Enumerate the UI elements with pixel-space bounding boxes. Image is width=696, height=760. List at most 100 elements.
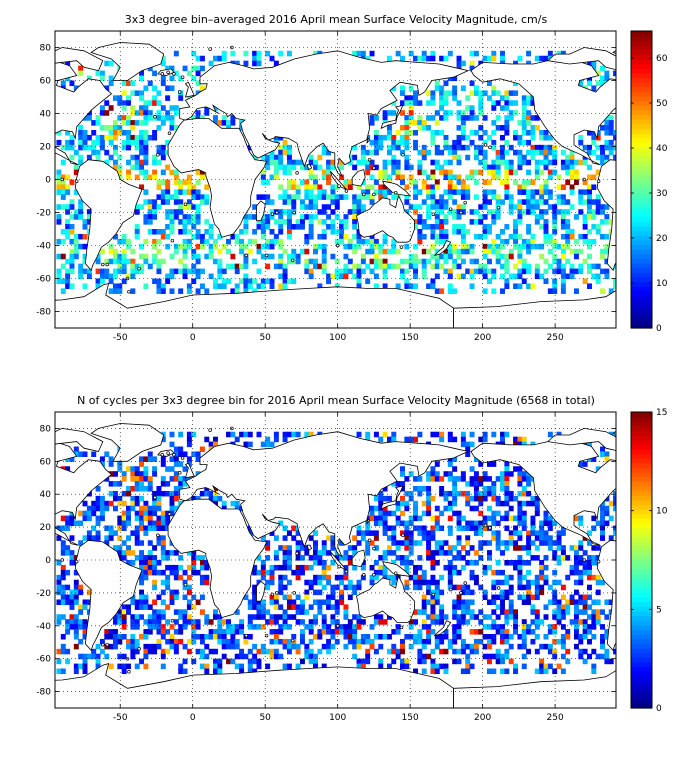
heatmap-cell — [482, 486, 488, 492]
heatmap-cell — [156, 258, 162, 265]
heatmap-cell — [299, 629, 305, 635]
heatmap-cell — [352, 194, 358, 200]
heatmap-cell — [486, 555, 492, 561]
heatmap-cell — [443, 139, 449, 146]
heatmap-cell — [530, 520, 536, 527]
heatmap-cell — [530, 604, 536, 610]
heatmap-cell — [347, 159, 353, 166]
heatmap-cell — [530, 115, 536, 121]
heatmap-cell — [604, 268, 610, 275]
heatmap-cell — [582, 238, 588, 245]
heatmap-cell — [317, 634, 323, 640]
heatmap-cell — [360, 159, 366, 166]
heatmap-cell — [78, 65, 84, 72]
heatmap-cell — [447, 243, 453, 250]
heatmap-cell — [143, 525, 149, 531]
heatmap-cell — [91, 653, 97, 660]
heatmap-cell — [430, 50, 436, 57]
coastline — [55, 441, 113, 546]
heatmap-cell — [252, 55, 258, 62]
heatmap-cell — [478, 90, 484, 96]
heatmap-cell — [417, 584, 423, 591]
heatmap-cell — [604, 233, 610, 240]
heatmap-cell — [417, 431, 423, 438]
heatmap-cell — [465, 589, 471, 596]
heatmap-cell — [517, 55, 523, 62]
heatmap-cell — [356, 204, 362, 210]
heatmap-cell — [278, 253, 284, 260]
heatmap-cell — [521, 486, 527, 492]
heatmap-cell — [447, 110, 453, 116]
heatmap-cell — [478, 268, 484, 275]
heatmap-cell — [534, 214, 540, 220]
colorbar-segment — [631, 300, 652, 306]
heatmap-cell — [486, 653, 492, 660]
heatmap-cell — [269, 629, 275, 635]
heatmap-cell — [208, 490, 214, 497]
heatmap-cell — [134, 144, 140, 151]
heatmap-cell — [165, 466, 171, 472]
heatmap-cell — [178, 555, 184, 561]
heatmap-cell — [352, 545, 358, 551]
heatmap-cell — [504, 253, 510, 260]
heatmap-cell — [534, 510, 540, 517]
heatmap-cell — [456, 614, 462, 620]
heatmap-cell — [73, 520, 79, 527]
heatmap-cell — [234, 629, 240, 635]
heatmap-cell — [117, 525, 123, 531]
heatmap-cell — [313, 204, 318, 210]
heatmap-cell — [313, 199, 318, 205]
heatmap-cell — [521, 663, 527, 670]
heatmap-cell — [330, 229, 336, 235]
heatmap-cell — [560, 194, 566, 200]
heatmap-cell — [547, 149, 553, 156]
heatmap-cell — [513, 204, 519, 210]
heatmap-cell — [352, 589, 358, 596]
heatmap-cell — [278, 574, 284, 581]
heatmap-cell — [160, 648, 166, 655]
heatmap-cell — [613, 431, 616, 438]
heatmap-cell — [330, 164, 336, 171]
heatmap-cell — [373, 283, 379, 289]
heatmap-cell — [156, 248, 162, 255]
heatmap-cell — [117, 495, 123, 502]
heatmap-cell — [582, 594, 588, 601]
heatmap-cell — [165, 233, 171, 240]
heatmap-cell — [182, 229, 188, 235]
heatmap-cell — [199, 268, 205, 275]
heatmap-cell — [373, 115, 379, 121]
heatmap-cell — [82, 144, 88, 151]
heatmap-cell — [178, 219, 184, 225]
heatmap-cell — [173, 169, 179, 176]
heatmap-cell — [160, 179, 166, 186]
heatmap-cell — [439, 510, 445, 517]
heatmap-cell — [521, 179, 527, 186]
heatmap-cell — [552, 238, 558, 245]
heatmap-cell — [321, 209, 327, 215]
heatmap-cell — [282, 144, 288, 151]
heatmap-cell — [130, 288, 136, 294]
heatmap-cell — [126, 120, 131, 126]
heatmap-cell — [160, 154, 166, 161]
heatmap-cell — [199, 174, 205, 181]
heatmap-cell — [513, 100, 519, 106]
heatmap-cell — [339, 194, 345, 200]
colorbar-frame — [630, 411, 653, 709]
heatmap-cell — [78, 609, 84, 615]
heatmap-cell — [539, 199, 545, 205]
heatmap-cell — [417, 219, 423, 225]
heatmap-cell — [65, 648, 71, 655]
heatmap-cell — [539, 658, 545, 665]
island — [628, 643, 631, 646]
heatmap-cell — [465, 668, 471, 675]
heatmap-cell — [152, 199, 158, 205]
heatmap-cell — [434, 110, 440, 116]
heatmap-cell — [439, 149, 445, 156]
heatmap-cell — [482, 614, 488, 620]
heatmap-cell — [199, 490, 205, 497]
heatmap-cell — [130, 273, 136, 280]
velocity-heatmap-cells — [56, 50, 616, 294]
heatmap-cell — [352, 638, 358, 645]
coastline — [351, 549, 366, 568]
heatmap-cell — [139, 476, 145, 482]
